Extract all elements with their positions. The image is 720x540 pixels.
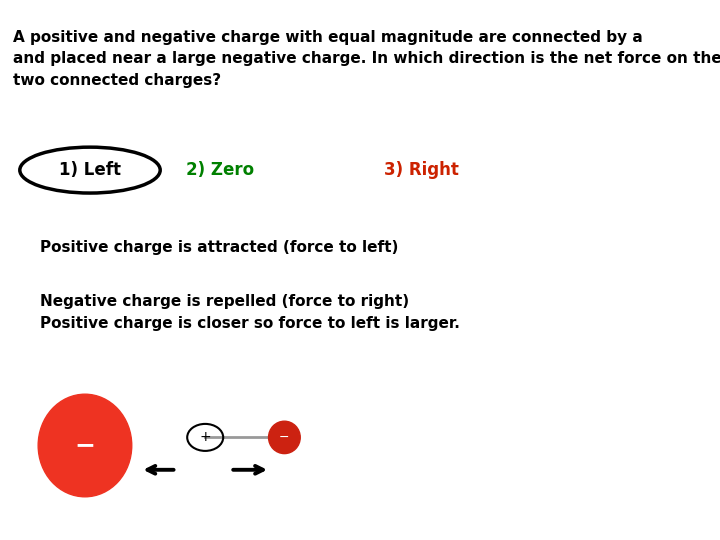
Text: A positive and negative charge with equal magnitude are connected by a: A positive and negative charge with equa… xyxy=(13,30,648,45)
Text: two connected charges?: two connected charges? xyxy=(13,73,221,88)
Text: 1) Left: 1) Left xyxy=(59,161,121,179)
Text: −: − xyxy=(74,434,96,457)
Ellipse shape xyxy=(38,394,132,497)
Text: Positive charge is closer so force to left is larger.: Positive charge is closer so force to le… xyxy=(40,316,459,331)
Text: +: + xyxy=(199,430,211,444)
Text: −: − xyxy=(279,431,289,444)
Text: Negative charge is repelled (force to right): Negative charge is repelled (force to ri… xyxy=(40,294,409,309)
Text: 2) Zero: 2) Zero xyxy=(186,161,253,179)
Text: and placed near a large negative charge. In which direction is the net force on : and placed near a large negative charge.… xyxy=(13,51,720,66)
Text: 3) Right: 3) Right xyxy=(384,161,459,179)
Text: Positive charge is attracted (force to left): Positive charge is attracted (force to l… xyxy=(40,240,398,255)
Ellipse shape xyxy=(269,421,300,454)
